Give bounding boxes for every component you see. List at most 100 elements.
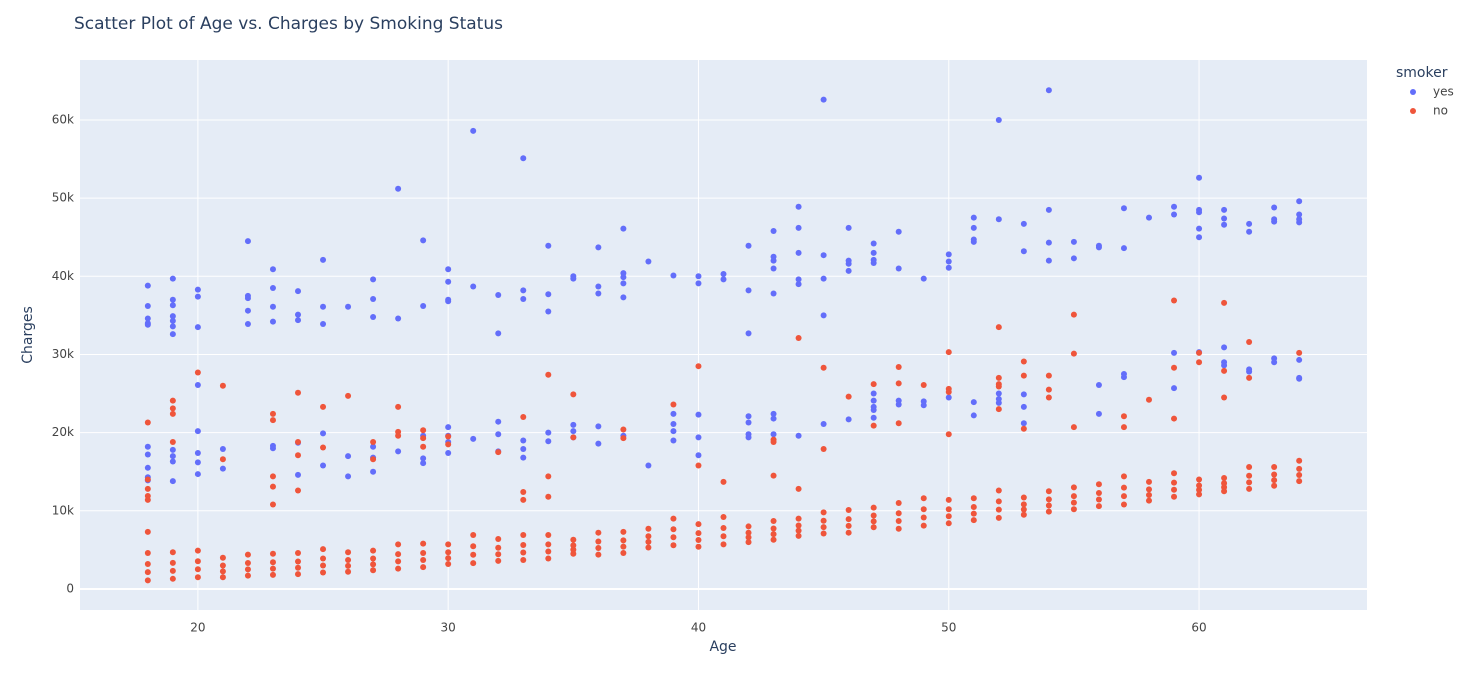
point bbox=[269, 417, 276, 424]
point bbox=[695, 363, 702, 370]
point bbox=[795, 527, 802, 534]
point bbox=[945, 431, 952, 438]
point bbox=[595, 529, 602, 536]
point bbox=[870, 512, 877, 519]
point bbox=[995, 374, 1002, 381]
point bbox=[370, 313, 377, 320]
point bbox=[920, 522, 927, 529]
point bbox=[770, 410, 777, 417]
y-tick-label: 30k bbox=[52, 347, 74, 361]
point bbox=[1070, 493, 1077, 500]
point bbox=[1095, 410, 1102, 417]
point bbox=[1171, 349, 1178, 356]
point bbox=[269, 318, 276, 325]
point bbox=[320, 320, 327, 327]
point bbox=[845, 416, 852, 423]
point bbox=[795, 432, 802, 439]
point bbox=[620, 435, 627, 442]
x-tick-label: 60 bbox=[1191, 621, 1206, 635]
legend-label: no bbox=[1433, 104, 1448, 118]
point bbox=[295, 317, 302, 324]
point bbox=[870, 249, 877, 256]
x-axis-title: Age bbox=[709, 639, 736, 655]
point bbox=[269, 483, 276, 490]
point bbox=[670, 421, 677, 428]
point bbox=[1271, 359, 1278, 366]
point bbox=[295, 452, 302, 459]
point bbox=[870, 524, 877, 531]
point bbox=[695, 530, 702, 537]
point bbox=[1120, 501, 1127, 508]
point bbox=[1145, 478, 1152, 485]
point bbox=[320, 430, 327, 437]
point bbox=[1171, 415, 1178, 422]
point bbox=[1171, 364, 1178, 371]
point bbox=[169, 567, 176, 574]
point bbox=[1120, 424, 1127, 431]
point bbox=[645, 258, 652, 265]
point bbox=[1196, 491, 1203, 498]
point bbox=[620, 537, 627, 544]
point bbox=[1246, 374, 1253, 381]
point bbox=[169, 439, 176, 446]
point bbox=[219, 465, 226, 472]
point bbox=[795, 522, 802, 529]
point bbox=[670, 410, 677, 417]
point bbox=[520, 295, 527, 302]
point bbox=[169, 575, 176, 582]
point bbox=[345, 568, 352, 575]
point bbox=[1296, 472, 1303, 479]
point bbox=[770, 290, 777, 297]
point bbox=[144, 560, 151, 567]
point bbox=[219, 382, 226, 389]
point bbox=[144, 451, 151, 458]
point bbox=[795, 335, 802, 342]
point bbox=[820, 524, 827, 531]
point bbox=[770, 525, 777, 532]
point bbox=[295, 564, 302, 571]
point bbox=[144, 485, 151, 492]
y-tick-label: 20k bbox=[52, 425, 74, 439]
point bbox=[169, 446, 176, 453]
point bbox=[320, 462, 327, 469]
point bbox=[395, 185, 402, 192]
point bbox=[1020, 248, 1027, 255]
point bbox=[895, 510, 902, 517]
point bbox=[320, 546, 327, 553]
point bbox=[970, 224, 977, 231]
y-tick-label: 40k bbox=[52, 269, 74, 283]
y-tick-label: 0 bbox=[66, 581, 74, 595]
point bbox=[1246, 220, 1253, 227]
point bbox=[570, 536, 577, 543]
point bbox=[194, 428, 201, 435]
point bbox=[169, 313, 176, 320]
point bbox=[645, 538, 652, 545]
point bbox=[395, 551, 402, 558]
point bbox=[1095, 244, 1102, 251]
point bbox=[1020, 372, 1027, 379]
point bbox=[820, 275, 827, 282]
point bbox=[1246, 464, 1253, 471]
point bbox=[1296, 211, 1303, 218]
point bbox=[1221, 215, 1228, 222]
point bbox=[194, 547, 201, 554]
marks bbox=[144, 87, 1303, 584]
point bbox=[1171, 211, 1178, 218]
point bbox=[420, 550, 427, 557]
point bbox=[1246, 485, 1253, 492]
point bbox=[295, 487, 302, 494]
point bbox=[244, 320, 251, 327]
point bbox=[144, 496, 151, 503]
point bbox=[1020, 220, 1027, 227]
point bbox=[1296, 457, 1303, 464]
point bbox=[745, 534, 752, 541]
point bbox=[169, 478, 176, 485]
point bbox=[1020, 358, 1027, 365]
point bbox=[820, 517, 827, 524]
point bbox=[745, 419, 752, 426]
point bbox=[445, 555, 452, 562]
point bbox=[144, 569, 151, 576]
point bbox=[420, 237, 427, 244]
